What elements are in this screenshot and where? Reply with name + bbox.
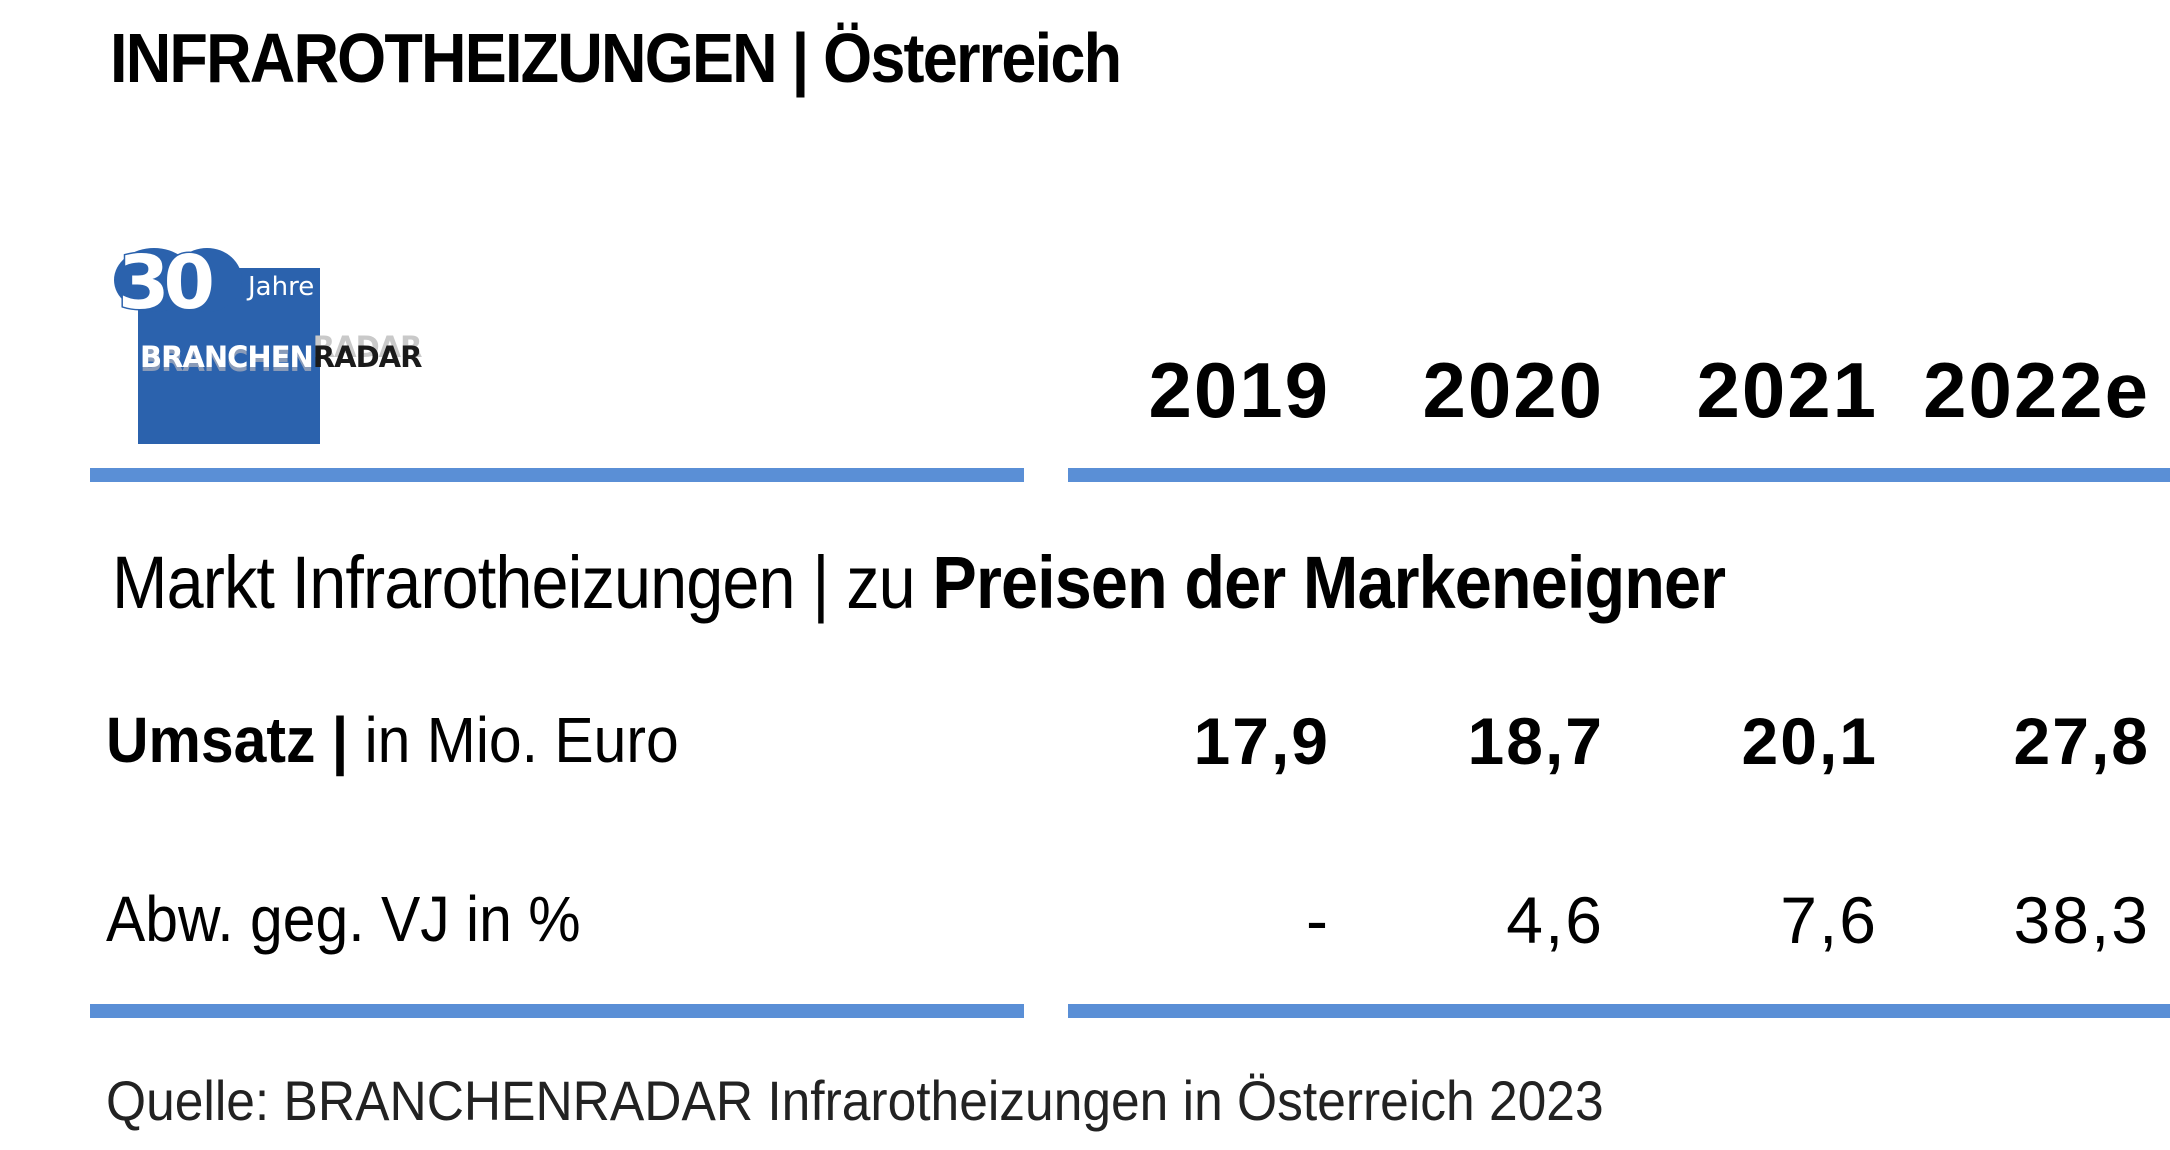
logo-jahre: Jahre bbox=[248, 272, 315, 302]
row-label-umsatz-bold: Umsatz | bbox=[106, 704, 349, 776]
abweichung-2019: - bbox=[1306, 883, 1330, 957]
umsatz-2021: 20,1 bbox=[1741, 704, 1878, 778]
header-rule-right bbox=[1068, 468, 2170, 482]
year-header-2022e: 2022e bbox=[1923, 346, 2150, 434]
subtitle-plain: Markt Infrarotheizungen | zu bbox=[112, 541, 933, 624]
section-subtitle: Markt Infrarotheizungen | zu Preisen der… bbox=[112, 540, 1726, 625]
footer-rule-right bbox=[1068, 1004, 2170, 1018]
branchenradar-logo: 30 Jahre BRANCHENRADAR bbox=[110, 239, 450, 450]
logo-word-radar: RADAR bbox=[312, 340, 423, 374]
logo-number: 30 bbox=[117, 239, 217, 328]
header-rule-left bbox=[90, 468, 1024, 482]
logo-wordmark: BRANCHENRADAR bbox=[140, 340, 423, 374]
page-title: INFRAROTHEIZUNGEN | Österreich bbox=[110, 19, 1122, 97]
logo-word-branchen: BRANCHEN bbox=[140, 340, 314, 374]
year-header-2021: 2021 bbox=[1696, 346, 1878, 434]
row-label-abweichung: Abw. geg. VJ in % bbox=[106, 883, 581, 955]
umsatz-2022e: 27,8 bbox=[2013, 704, 2150, 778]
umsatz-2020: 18,7 bbox=[1467, 704, 1604, 778]
year-header-2020: 2020 bbox=[1422, 346, 1604, 434]
abweichung-2022e: 38,3 bbox=[2013, 883, 2150, 957]
source-note: Quelle: BRANCHENRADAR Infrarotheizungen … bbox=[106, 1069, 1604, 1132]
year-header-2019: 2019 bbox=[1148, 346, 1330, 434]
row-label-umsatz: Umsatz | in Mio. Euro bbox=[106, 703, 679, 777]
logo-ring-0 bbox=[172, 248, 242, 312]
abweichung-2021: 7,6 bbox=[1780, 883, 1878, 957]
subtitle-bold: Preisen der Markeneigner bbox=[932, 541, 1726, 624]
umsatz-2019: 17,9 bbox=[1193, 704, 1330, 778]
row-label-umsatz-unit: in Mio. Euro bbox=[348, 704, 679, 776]
abweichung-2020: 4,6 bbox=[1506, 883, 1604, 957]
footer-rule-left bbox=[90, 1004, 1024, 1018]
